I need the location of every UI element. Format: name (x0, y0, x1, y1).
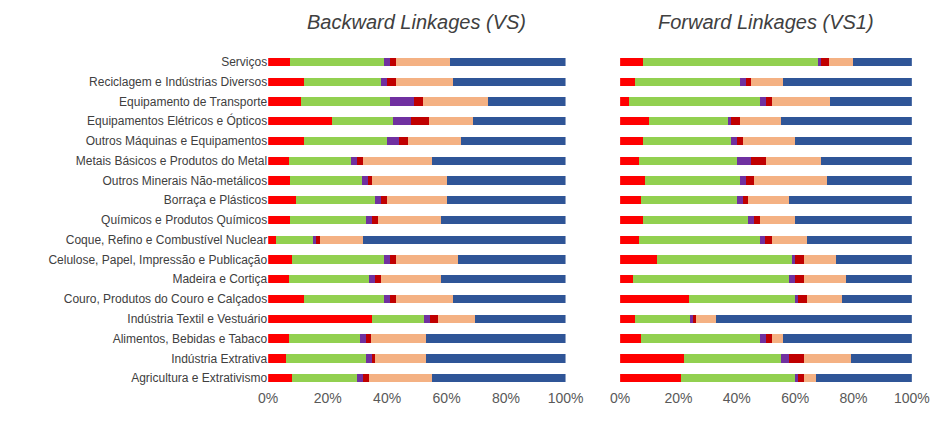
svg-text:Outros Minerais Não-metálicos: Outros Minerais Não-metálicos (102, 174, 267, 188)
svg-text:0%: 0% (258, 390, 278, 406)
svg-text:40%: 40% (723, 390, 751, 406)
svg-text:Equipamento de Transporte: Equipamento de Transporte (119, 95, 267, 109)
svg-text:Metais Básicos e Produtos do M: Metais Básicos e Produtos do Metal (76, 154, 267, 168)
svg-text:60%: 60% (781, 390, 809, 406)
svg-text:Alimentos, Bebidas e Tabaco: Alimentos, Bebidas e Tabaco (113, 332, 268, 346)
svg-text:20%: 20% (664, 390, 692, 406)
svg-text:Serviços: Serviços (221, 55, 267, 69)
svg-text:Indústria Extrativa: Indústria Extrativa (171, 352, 267, 366)
svg-text:Couro, Produtos do Couro e Cal: Couro, Produtos do Couro e Calçados (64, 292, 267, 306)
svg-text:Indústria Textil e Vestuário: Indústria Textil e Vestuário (127, 312, 267, 326)
svg-text:40%: 40% (373, 390, 401, 406)
svg-text:20%: 20% (314, 390, 342, 406)
svg-text:Borraça e Plásticos: Borraça e Plásticos (164, 193, 267, 207)
svg-text:Madeira e Cortiça: Madeira e Cortiça (172, 272, 267, 286)
svg-text:100%: 100% (548, 390, 584, 406)
svg-text:60%: 60% (433, 390, 461, 406)
svg-text:Químicos e Produtos Químicos: Químicos e Produtos Químicos (101, 213, 267, 227)
svg-text:80%: 80% (492, 390, 520, 406)
svg-text:Outros Máquinas e Equipamentos: Outros Máquinas e Equipamentos (86, 134, 267, 148)
svg-text:Forward Linkages (VS1): Forward Linkages (VS1) (658, 11, 874, 33)
svg-text:Backward Linkages (VS): Backward Linkages (VS) (307, 11, 526, 33)
svg-text:0%: 0% (610, 390, 630, 406)
svg-text:Coque, Refino e Combustível Nu: Coque, Refino e Combustível Nuclear (66, 233, 267, 247)
svg-text:100%: 100% (894, 390, 930, 406)
svg-text:Celulose, Papel, Impressão e P: Celulose, Papel, Impressão e Publicação (48, 253, 267, 267)
svg-text:80%: 80% (839, 390, 867, 406)
svg-text:Reciclagem e Indústrias Divers: Reciclagem e Indústrias Diversos (89, 75, 267, 89)
svg-text:Equipamentos Elétricos e Óptic: Equipamentos Elétricos e Ópticos (87, 113, 267, 128)
svg-text:Agricultura e Extrativismo: Agricultura e Extrativismo (131, 371, 267, 385)
